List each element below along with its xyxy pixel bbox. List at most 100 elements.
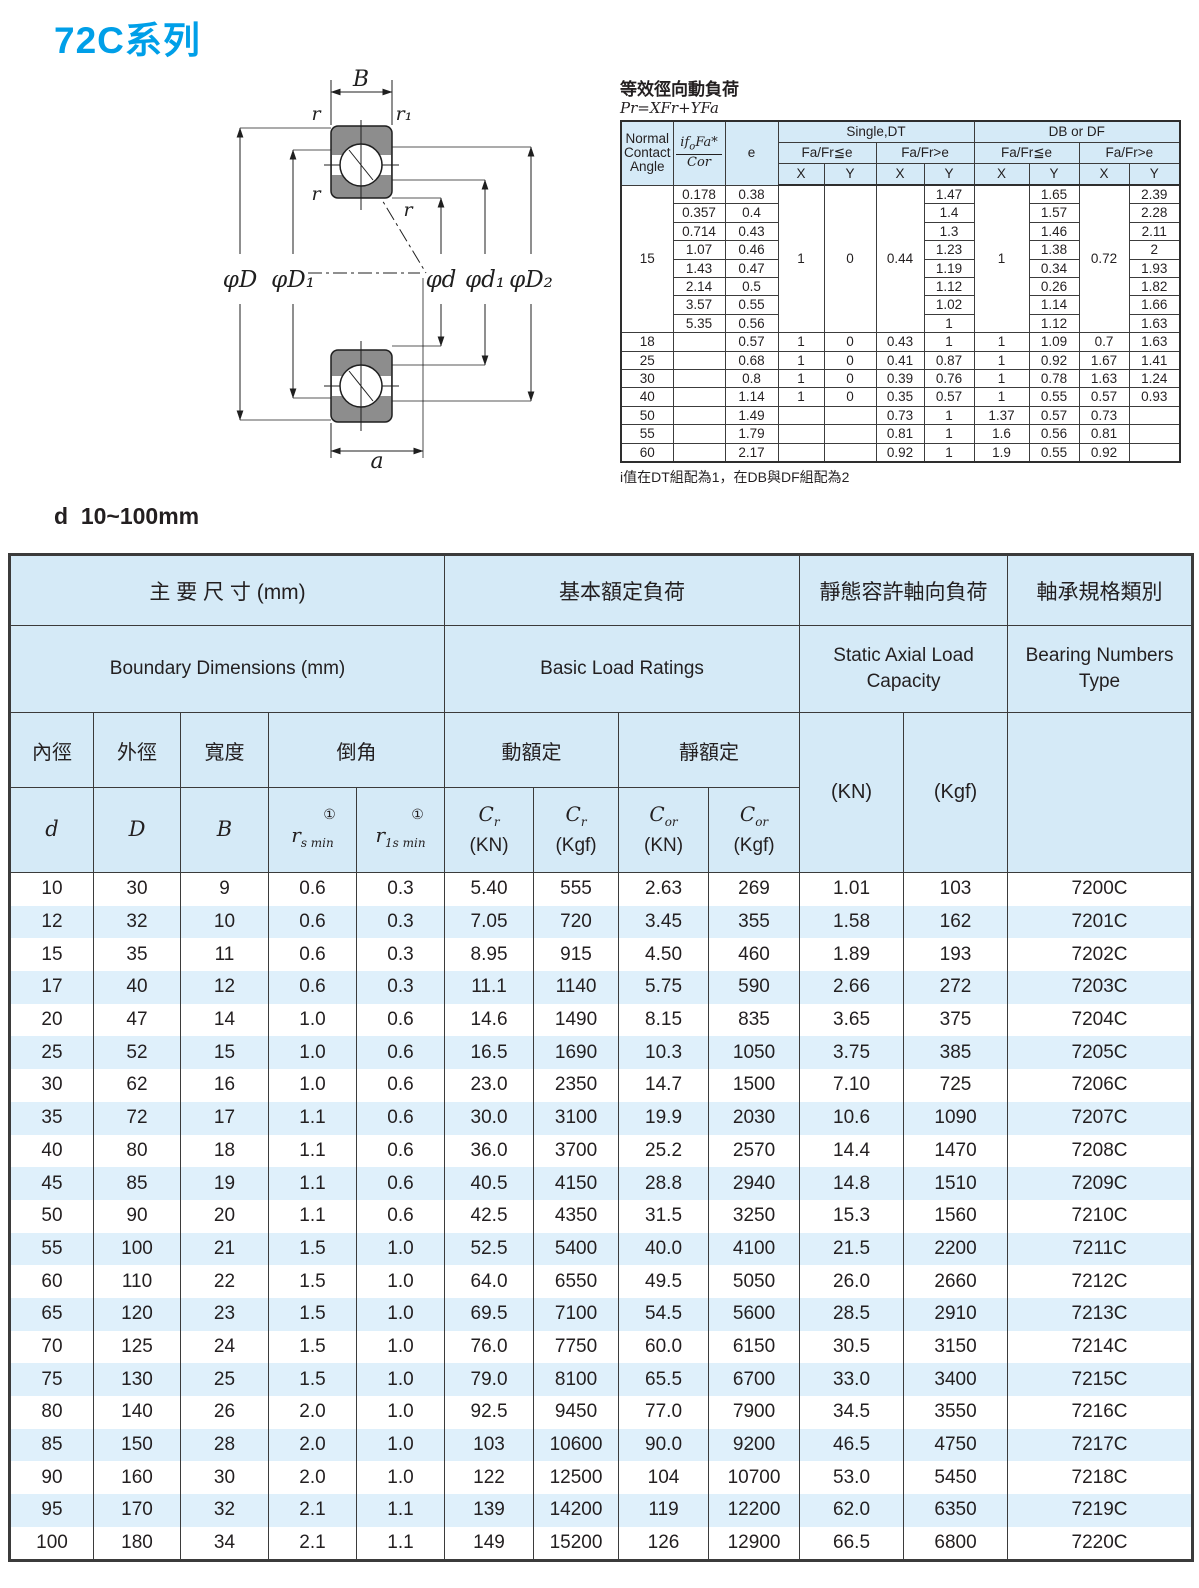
table-cell: 1: [777, 184, 825, 334]
table-cell: 1: [777, 332, 825, 352]
group-header-load-zh: 基本額定負荷: [444, 554, 801, 626]
col-header-width: 寬度: [180, 712, 269, 788]
table-cell: 10: [9, 872, 94, 906]
col-header-y: Y: [823, 163, 877, 186]
table-cell: 3.65: [799, 1003, 905, 1037]
page-title: 72C系列: [54, 20, 201, 61]
table-cell: 8100: [533, 1363, 620, 1396]
table-cell: 1.09: [1028, 332, 1080, 352]
table-cell: 4150: [533, 1167, 620, 1200]
table-row: 35 72 17 1.1 0.6 30.0 3100 19.9 2030 10.6 1090 7207…: [9, 1101, 1194, 1135]
table-cell: 5050: [708, 1265, 801, 1298]
table-row: 0.714 0.43 1.3 1.46 2.11: [621, 221, 1181, 242]
table-row: 95 170 32 2.1 1.1 139 14200 119 12200 62.0 6350 721…: [9, 1494, 1194, 1527]
table-cell: 49.5: [618, 1265, 710, 1298]
table-cell: 60: [9, 1265, 94, 1298]
table-cell: 0.6: [355, 1167, 446, 1200]
table-cell: 3400: [903, 1363, 1009, 1396]
table-cell: 15.3: [799, 1199, 905, 1233]
table-cell: 1.0: [355, 1363, 446, 1396]
table-cell: 0.6: [355, 1134, 446, 1168]
table-cell: 1.46: [1028, 221, 1080, 242]
table-cell: 139: [444, 1494, 535, 1527]
table-cell: 20: [9, 1003, 94, 1037]
table-cell: 0.57: [724, 332, 779, 352]
table-cell: [777, 405, 825, 426]
col-header-fa-le: Fa/Fr≦e: [973, 142, 1080, 164]
table-cell: 7210C: [1007, 1199, 1194, 1233]
table-cell: 119: [618, 1494, 710, 1527]
table-cell: 7214C: [1007, 1330, 1194, 1364]
table-cell: 14.8: [799, 1167, 905, 1200]
table-cell: 100: [9, 1526, 94, 1561]
table-cell: 1.9: [973, 442, 1030, 463]
col-header-cr-kgf: Cr (Kgf): [533, 787, 620, 873]
group-header-dimensions-en: Boundary Dimensions (mm): [8, 625, 446, 713]
table-cell: 1.0: [355, 1428, 446, 1462]
table-cell: 1090: [903, 1101, 1009, 1135]
table-cell: 90: [9, 1461, 94, 1495]
table-cell: 9200: [708, 1428, 801, 1462]
table-row: 80 140 26 2.0 1.0 92.5 9450 77.0 7900 34.5 3550 721…: [9, 1396, 1194, 1429]
table-cell: 110: [93, 1265, 181, 1298]
col-header-static-kn: (KN): [799, 712, 905, 873]
load-factor-table: Normal Contact Angle ifoFa* Cor e Single…: [620, 120, 1182, 464]
table-cell: 17: [180, 1101, 269, 1135]
table-cell: 1.79: [724, 424, 779, 444]
dim-label-phiD: φD: [223, 267, 258, 293]
table-cell: 2660: [903, 1265, 1009, 1298]
main-table: 主 要 尺 寸 (mm) 基本額定負荷 靜態容許軸向負荷 軸承規格類別 Boun…: [8, 553, 1195, 1563]
table-cell: 7209C: [1007, 1167, 1194, 1200]
table-cell: 1.0: [268, 1069, 357, 1102]
group-header-db-df: DB or DF: [973, 120, 1181, 143]
table-cell: 1.41: [1128, 350, 1181, 371]
table-cell: 40.5: [444, 1167, 535, 1200]
table-cell: 19.9: [618, 1101, 710, 1135]
table-row: 85 150 28 2.0 1.0 103 10600 90.0 9200 46.5 4750 721…: [9, 1428, 1194, 1462]
col-header-fa-gt: Fa/Fr>e: [875, 142, 975, 164]
table-cell: 20: [180, 1199, 269, 1233]
table-cell: 915: [533, 938, 620, 972]
table-cell: 725: [903, 1069, 1009, 1102]
table-cell: 4.50: [618, 938, 710, 972]
table-row: 100 180 34 2.1 1.1 149 15200 126 12900 66.5 6800 72…: [9, 1526, 1194, 1561]
table-cell: 17: [9, 971, 94, 1004]
table-row: 5.35 0.56 1 1.12 1.63: [621, 313, 1181, 334]
table-cell: 125: [93, 1330, 181, 1364]
table-cell: 3.45: [618, 905, 710, 939]
table-cell: 1.0: [355, 1396, 446, 1429]
table-cell: 9450: [533, 1396, 620, 1429]
table-cell: 2.11: [1128, 221, 1181, 242]
table-cell: 1: [973, 387, 1030, 407]
table-cell: 0.178: [672, 184, 726, 205]
col-header-static-kgf: (Kgf): [903, 712, 1009, 873]
table-cell: 12900: [708, 1526, 801, 1561]
table-row: 0.357 0.4 1.4 1.57 2.28: [621, 203, 1181, 223]
table-cell: 0.714: [672, 221, 726, 242]
table-cell: [1128, 424, 1181, 444]
table-cell: 1.07: [672, 240, 726, 260]
table-cell: 0.46: [724, 240, 779, 260]
table-row: 55 100 21 1.5 1.0 52.5 5400 40.0 4100 21.5 2200 721…: [9, 1232, 1194, 1266]
table-row: 30 62 16 1.0 0.6 23.0 2350 14.7 1500 7.10 725 7206C: [9, 1069, 1194, 1102]
table-row: 3.57 0.55 1.02 1.14 1.66: [621, 295, 1181, 315]
table-cell: 0.3: [355, 872, 446, 906]
table-cell: 4350: [533, 1199, 620, 1233]
table-cell: 7211C: [1007, 1232, 1194, 1266]
table-cell: 12: [180, 971, 269, 1004]
table-cell: 36.0: [444, 1134, 535, 1168]
table-cell: 2570: [708, 1134, 801, 1168]
table-cell: [777, 424, 825, 444]
table-cell: 1.12: [923, 277, 975, 297]
table-cell: 15200: [533, 1526, 620, 1561]
table-cell: 1560: [903, 1199, 1009, 1233]
load-table-title: 等效徑向動負荷: [620, 80, 739, 99]
table-cell: 4100: [708, 1232, 801, 1266]
table-cell: 35: [9, 1101, 94, 1135]
table-cell: 0.3: [355, 971, 446, 1004]
table-cell: 7217C: [1007, 1428, 1194, 1462]
table-cell: 14.6: [444, 1003, 535, 1037]
load-factor-section: 等效徑向動負荷 Pr=XFr+YFa Normal Contact Angle …: [620, 80, 1192, 487]
table-cell: 1140: [533, 971, 620, 1004]
table-cell: 3150: [903, 1330, 1009, 1364]
